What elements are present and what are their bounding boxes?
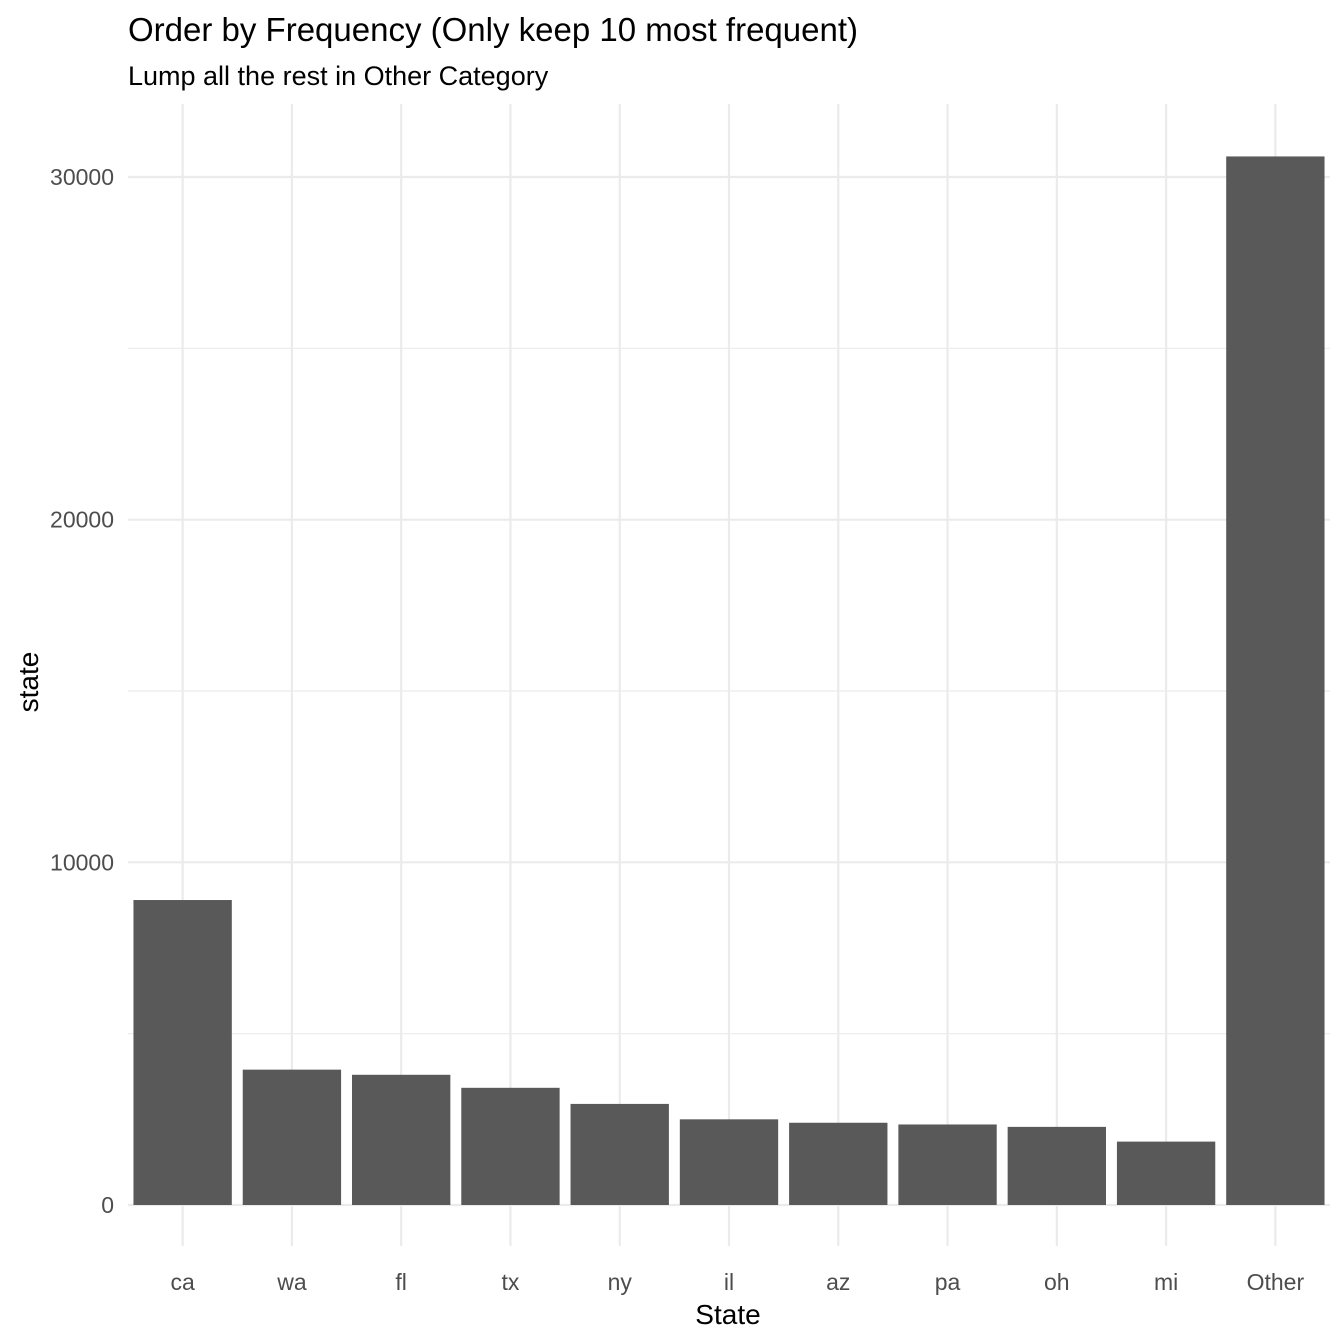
x-tick-label: il (724, 1269, 734, 1295)
x-tick-label: oh (1044, 1269, 1070, 1295)
chart-title: Order by Frequency (Only keep 10 most fr… (128, 11, 858, 48)
y-tick-label: 0 (101, 1192, 114, 1218)
bar-az (789, 1122, 888, 1205)
x-tick-label: tx (502, 1269, 520, 1295)
bars (133, 156, 1325, 1206)
bar-mi (1116, 1141, 1216, 1205)
y-tick-label: 10000 (50, 849, 114, 875)
x-tick-label: az (826, 1269, 850, 1295)
x-tick-label: Other (1247, 1269, 1305, 1295)
bar-pa (898, 1124, 997, 1205)
bar-oh (1007, 1126, 1106, 1205)
bar-il (679, 1119, 779, 1205)
bar-tx (461, 1087, 560, 1205)
x-tick-label: ca (170, 1269, 195, 1295)
x-tick-label: fl (395, 1269, 407, 1295)
x-axis-title: State (695, 1299, 760, 1330)
y-axis-title: state (13, 652, 44, 713)
x-axis-tick-labels: ca wa fl tx ny il az pa oh mi Other (170, 1269, 1304, 1295)
bar-fl (352, 1074, 451, 1205)
x-tick-label: pa (935, 1269, 961, 1295)
y-tick-label: 20000 (50, 507, 114, 533)
bar-wa (242, 1069, 342, 1205)
bar-ny (570, 1103, 669, 1205)
x-tick-label: ny (608, 1269, 633, 1295)
y-tick-label: 30000 (50, 164, 114, 190)
x-tick-label: mi (1154, 1269, 1178, 1295)
chart-subtitle: Lump all the rest in Other Category (128, 61, 549, 91)
bar-other (1226, 156, 1325, 1206)
bar-ca (133, 900, 232, 1205)
y-axis-tick-labels: 0 10000 20000 30000 (50, 164, 114, 1218)
x-tick-label: wa (276, 1269, 307, 1295)
